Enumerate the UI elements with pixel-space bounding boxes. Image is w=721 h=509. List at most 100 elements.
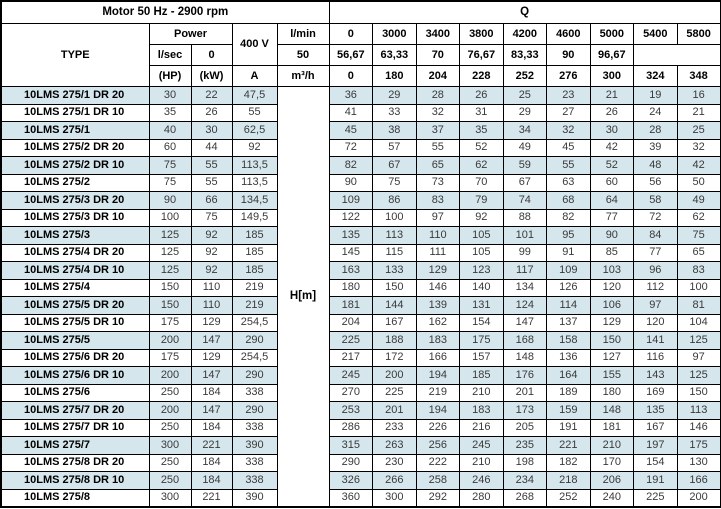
kw-value: 147 [190, 401, 233, 420]
pump-type-cell: 10LMS 275/7 [0, 436, 150, 455]
head-value: 105 [459, 226, 504, 245]
pump-type-cell: 10LMS 275/5 [0, 331, 150, 350]
amp-value: 134,5 [231, 191, 278, 210]
motor-header-row: Motor 50 Hz - 2900 rpm Q [0, 0, 721, 24]
table-row: 10LMS 275/8 DR 10 250 184 338 326 266 258 246 23… [0, 471, 721, 490]
hp-value: 75 [148, 173, 192, 192]
head-value: 73 [415, 173, 461, 192]
amp-value: 290 [231, 366, 278, 385]
head-value: 32 [676, 138, 721, 157]
head-value: 38 [372, 121, 417, 140]
head-value: 286 [328, 418, 374, 437]
hp-value: 250 [148, 471, 192, 490]
head-value: 125 [676, 366, 721, 385]
table-row: 10LMS 275/7 300 221 390 315 263 256 245 235 221 21… [0, 436, 721, 455]
table-row: 10LMS 275/6 DR 10 200 147 290 245 200 194 185 17… [0, 366, 721, 385]
head-value: 226 [415, 418, 461, 437]
head-value: 205 [502, 418, 548, 437]
head-value: 25 [676, 121, 721, 140]
head-value: 194 [415, 401, 461, 420]
head-value: 191 [546, 418, 591, 437]
head-value: 182 [546, 453, 591, 472]
head-value: 145 [328, 243, 374, 262]
head-value: 201 [372, 401, 417, 420]
head-value: 326 [328, 471, 374, 490]
head-value: 191 [633, 471, 678, 490]
flow-lmin-value: 5800 [676, 23, 721, 45]
head-value: 63 [546, 173, 591, 192]
head-value: 315 [328, 436, 374, 455]
head-value: 50 [676, 173, 721, 192]
head-value: 103 [589, 261, 635, 280]
head-value: 292 [415, 488, 461, 507]
head-value: 85 [589, 243, 635, 262]
head-value: 246 [459, 471, 504, 490]
unit-m3h-label: m³/h [276, 65, 330, 87]
head-value: 24 [633, 103, 678, 122]
head-value: 110 [415, 226, 461, 245]
head-value: 115 [372, 243, 417, 262]
table-row: 10LMS 275/1 40 30 62,5 45 38 37 35 34 32 30 28 25 [0, 121, 721, 140]
head-value: 133 [372, 261, 417, 280]
motor-title: Motor 50 Hz - 2900 rpm [0, 0, 330, 24]
flow-lmin-value: 3400 [415, 23, 461, 45]
head-value: 83 [415, 191, 461, 210]
hp-value: 90 [148, 191, 192, 210]
head-value: 26 [589, 103, 635, 122]
head-value: 150 [676, 383, 721, 402]
pump-type-cell: 10LMS 275/7 DR 20 [0, 401, 150, 420]
head-value: 206 [589, 471, 635, 490]
kw-value: 147 [190, 366, 233, 385]
head-value: 42 [589, 138, 635, 157]
head-value: 240 [589, 488, 635, 507]
amp-value: 47,5 [231, 86, 278, 105]
head-value: 130 [676, 453, 721, 472]
head-value: 167 [372, 313, 417, 332]
head-value: 194 [415, 366, 461, 385]
head-value: 163 [328, 261, 374, 280]
kw-value: 75 [190, 208, 233, 227]
head-value: 37 [415, 121, 461, 140]
head-value: 126 [546, 278, 591, 297]
kw-value: 184 [190, 453, 233, 472]
head-value: 144 [372, 296, 417, 315]
kw-value: 110 [190, 296, 233, 315]
head-value: 111 [415, 243, 461, 262]
table-row: 10LMS 275/2 DR 20 60 44 92 72 57 55 52 49 45 42 39 3… [0, 138, 721, 157]
head-value: 30 [589, 121, 635, 140]
head-value: 123 [459, 261, 504, 280]
head-value: 173 [502, 401, 548, 420]
hp-value: 125 [148, 226, 192, 245]
head-value: 290 [328, 453, 374, 472]
amp-value: 290 [231, 331, 278, 350]
head-value: 235 [502, 436, 548, 455]
amp-value: 92 [231, 138, 278, 157]
hp-value: 300 [148, 436, 192, 455]
flow-m3h-value: 276 [546, 65, 591, 87]
head-value: 77 [589, 208, 635, 227]
amp-value: 254,5 [231, 313, 278, 332]
head-value: 74 [502, 191, 548, 210]
head-value: 79 [459, 191, 504, 210]
head-value: 127 [589, 348, 635, 367]
amp-value: 219 [231, 296, 278, 315]
head-value: 266 [372, 471, 417, 490]
table-row: 10LMS 275/3 125 92 185 135 113 110 105 101 95 90 84… [0, 226, 721, 245]
flow-lsec-value: 76,67 [459, 44, 504, 66]
pump-type-cell: 10LMS 275/5 DR 10 [0, 313, 150, 332]
head-value: 109 [546, 261, 591, 280]
head-value: 162 [415, 313, 461, 332]
hp-value: 200 [148, 401, 192, 420]
head-value: 26 [459, 86, 504, 105]
head-value: 83 [676, 261, 721, 280]
head-value: 16 [676, 86, 721, 105]
kw-value: 221 [190, 436, 233, 455]
head-value: 35 [459, 121, 504, 140]
head-value: 225 [633, 488, 678, 507]
head-value: 175 [676, 436, 721, 455]
amp-value: 390 [231, 488, 278, 507]
head-value: 49 [676, 191, 721, 210]
table-row: 10LMS 275/7 DR 20 200 147 290 253 201 194 183 17… [0, 401, 721, 420]
flow-m3h-value: 300 [589, 65, 635, 87]
kw-value: 55 [190, 156, 233, 175]
